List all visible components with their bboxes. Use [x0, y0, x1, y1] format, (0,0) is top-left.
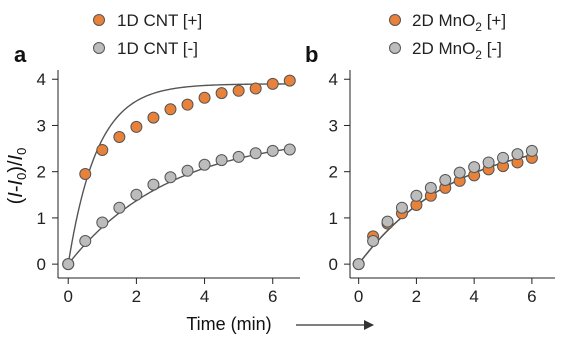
- legend-b-label-1-name: 2D MnO: [412, 39, 475, 58]
- x-tick-label-a-3: 6: [268, 287, 277, 306]
- data-point-b-1-11: [511, 148, 524, 161]
- legend-b-label-0-suffix: [+]: [482, 11, 506, 30]
- y-axis-label: (I-I0)/I0: [5, 148, 29, 205]
- data-point-b-1-4: [410, 189, 423, 202]
- data-point-b-1-8: [468, 161, 481, 174]
- data-point-b-1-9: [482, 156, 495, 169]
- points-a: [62, 74, 296, 271]
- data-point-a-0-9: [215, 87, 228, 100]
- data-point-a-0-10: [232, 84, 245, 97]
- data-point-a-0-11: [249, 82, 262, 95]
- panel-a-label: a: [14, 42, 27, 67]
- x-axis-label: Time (min): [186, 314, 271, 334]
- legend-b-item-1: 2D MnO2 [-]: [389, 39, 502, 62]
- data-point-b-1-7: [453, 166, 466, 179]
- legend-b-label-0: 2D MnO2 [+]: [412, 11, 506, 34]
- ticks-a: 0 2 4 6 0 1 2 3 4: [37, 70, 278, 306]
- data-point-a-1-13: [283, 143, 296, 156]
- data-point-b-1-2: [381, 215, 394, 228]
- y-tick-label-a-4: 4: [37, 70, 46, 89]
- legend-a-marker-0: [93, 14, 105, 26]
- y-tick-label-b-3: 3: [329, 116, 338, 135]
- data-point-a-0-8: [198, 91, 211, 104]
- data-point-a-0-12: [266, 77, 279, 90]
- data-point-a-0-3: [113, 131, 126, 144]
- data-point-a-1-3: [113, 201, 126, 214]
- y-tick-label-b-1: 1: [329, 209, 338, 228]
- data-point-a-0-7: [181, 98, 194, 111]
- legend-b-label-0-sub: 2: [475, 20, 482, 34]
- data-point-a-1-7: [181, 164, 194, 177]
- data-point-b-1-0: [352, 258, 365, 271]
- data-point-a-0-4: [130, 120, 143, 133]
- data-point-b-1-10: [497, 151, 510, 164]
- panel-b-label: b: [305, 42, 318, 67]
- data-point-a-1-0: [62, 258, 75, 271]
- points-b: [352, 144, 538, 271]
- x-tick-label-b-0: 0: [354, 287, 363, 306]
- panel-a: a 1D CNT [+] 1D CNT [-] 0 2 4 6 0 1 2 3 4: [14, 11, 300, 306]
- x-tick-label-b-2: 4: [469, 287, 478, 306]
- data-point-a-1-10: [232, 150, 245, 163]
- legend-b-label-0-name: 2D MnO: [412, 11, 475, 30]
- legend-b-label-1-suffix: [-]: [482, 39, 502, 58]
- data-point-a-0-6: [164, 103, 177, 116]
- legend-b-label-1: 2D MnO2 [-]: [412, 39, 502, 62]
- y-tick-label-b-2: 2: [329, 163, 338, 182]
- legend-b-marker-0: [389, 14, 401, 26]
- data-point-b-1-1: [367, 235, 380, 248]
- data-point-a-1-11: [249, 147, 262, 160]
- legend-b-marker-1: [389, 42, 401, 54]
- x-tick-label-a-1: 2: [132, 287, 141, 306]
- data-point-a-1-4: [130, 188, 143, 201]
- data-point-a-1-2: [96, 216, 109, 229]
- data-point-a-1-9: [215, 154, 228, 167]
- data-point-a-0-13: [283, 74, 296, 87]
- data-point-a-1-8: [198, 158, 211, 171]
- x-tick-label-a-0: 0: [63, 287, 72, 306]
- y-tick-label-a-1: 1: [37, 209, 46, 228]
- legend-a-marker-1: [93, 42, 105, 54]
- data-point-a-1-5: [147, 178, 160, 191]
- legend-b: 2D MnO2 [+] 2D MnO2 [-]: [389, 11, 506, 62]
- legend-a-item-0: 1D CNT [+]: [93, 11, 202, 30]
- data-point-b-1-5: [424, 181, 437, 194]
- legend-a-label-0: 1D CNT [+]: [117, 11, 202, 30]
- fit-line-a-0: [67, 83, 290, 265]
- ticks-b: 0 2 4 6 0 1 2 3 4: [329, 70, 537, 306]
- legend-b-label-1-sub: 2: [475, 48, 482, 62]
- legend-a-item-1: 1D CNT [-]: [93, 39, 198, 58]
- y-tick-label-b-4: 4: [329, 70, 338, 89]
- fit-lines-a: [67, 83, 290, 265]
- y-tick-label-b-0: 0: [329, 255, 338, 274]
- data-point-b-1-3: [395, 201, 408, 214]
- data-point-b-1-12: [525, 144, 538, 157]
- fit-line-a-1: [67, 148, 290, 265]
- legend-a: 1D CNT [+] 1D CNT [-]: [93, 11, 202, 58]
- x-tick-label-a-2: 4: [200, 287, 209, 306]
- y-tick-label-a-3: 3: [37, 116, 46, 135]
- data-point-a-1-1: [79, 235, 92, 248]
- x-tick-label-b-3: 6: [527, 287, 536, 306]
- data-point-b-1-6: [439, 174, 452, 187]
- data-point-a-0-2: [96, 143, 109, 156]
- y-tick-label-a-0: 0: [37, 255, 46, 274]
- data-point-a-0-5: [147, 111, 160, 124]
- data-point-a-0-1: [79, 168, 92, 180]
- legend-b-item-0: 2D MnO2 [+]: [389, 11, 506, 34]
- data-point-a-1-12: [266, 144, 279, 157]
- x-tick-label-b-1: 2: [412, 287, 421, 306]
- data-point-a-1-6: [164, 171, 177, 184]
- legend-a-label-1: 1D CNT [-]: [117, 39, 198, 58]
- y-tick-label-a-2: 2: [37, 163, 46, 182]
